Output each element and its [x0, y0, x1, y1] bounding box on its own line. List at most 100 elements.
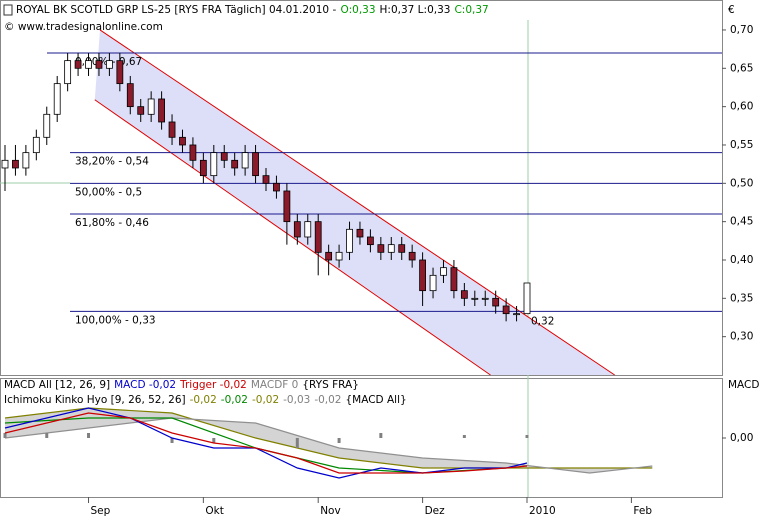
macd-histogram	[170, 438, 174, 443]
candle-body	[199, 159, 207, 177]
legend-part: -0,02	[190, 394, 217, 406]
legend-part: MACD All [12, 26, 9]	[4, 379, 110, 391]
candle-body	[189, 144, 197, 161]
candle-body	[460, 290, 468, 299]
candle-body	[74, 60, 82, 69]
header-part: H:0,37 L:0,33	[380, 4, 451, 16]
header-part: ROYAL BK SCOTLD GRP LS-25 [RYS FRA Tägli…	[16, 4, 337, 16]
price-label: 0,32	[531, 315, 554, 327]
candle-body	[32, 136, 40, 154]
y-tick-label: 0,65	[730, 62, 753, 74]
candle-body	[158, 98, 166, 123]
candle-body	[43, 113, 51, 138]
candle-body	[450, 267, 458, 292]
macd-histogram	[212, 438, 216, 443]
legend-part: {MACD All}	[345, 394, 406, 406]
y-tick-label: 0,55	[730, 139, 753, 151]
legend-part: -0,02	[221, 394, 248, 406]
candle-body	[408, 251, 416, 261]
channel-area	[94, 29, 615, 376]
candle-body	[283, 190, 291, 223]
y-tick-label: 0,35	[730, 292, 753, 304]
y-tick-label: 0,30	[730, 331, 753, 343]
legend-part: {RYS FRA}	[302, 379, 359, 391]
x-tick-label: Sep	[91, 505, 111, 517]
candle-body	[346, 228, 353, 253]
y-tick-label: 0,60	[730, 101, 753, 113]
ichimoku-span-a	[4, 407, 653, 469]
legend-part: MACDF 0	[251, 379, 299, 391]
candle-body	[304, 221, 312, 238]
fib-label: 38,20% - 0,54	[75, 156, 149, 168]
y-tick-label: 0,70	[730, 24, 753, 36]
candle-body	[168, 121, 176, 138]
candle-body	[293, 221, 301, 238]
candle-body	[419, 259, 427, 292]
macd-histogram	[295, 438, 299, 448]
y-tick-label: 0,45	[730, 216, 753, 228]
legend-part: -0,02	[252, 394, 279, 406]
candle-body	[471, 297, 479, 300]
candle-body	[513, 313, 520, 316]
candle-body	[523, 282, 531, 315]
macd-line	[4, 412, 528, 474]
fib-label: 50,00% - 0,5	[75, 186, 142, 198]
header-text: ROYAL BK SCOTLD GRP LS-25 [RYS FRA Tägli…	[16, 4, 489, 16]
candle-body	[220, 152, 228, 161]
macd-histogram	[3, 433, 7, 438]
macd-histogram	[337, 438, 341, 443]
legend-part: -0,03	[283, 394, 310, 406]
candle-body	[126, 83, 134, 108]
candle-body	[377, 244, 385, 253]
candle-body	[387, 244, 395, 253]
unit-label: €	[728, 4, 735, 16]
candle-body	[429, 274, 437, 292]
macd-line	[4, 407, 528, 479]
macd-histogram	[45, 433, 49, 438]
candle-body	[106, 60, 113, 69]
x-tick-label: Okt	[205, 505, 223, 517]
candle-body	[147, 98, 155, 115]
candle-body	[95, 60, 103, 69]
candle-body	[64, 60, 72, 85]
x-tick-label: Feb	[633, 505, 652, 517]
candle-body	[85, 60, 92, 69]
macd-histogram	[87, 433, 91, 438]
channel-line	[99, 29, 615, 376]
candle-body	[481, 297, 489, 300]
channel-line	[94, 99, 491, 376]
candle-body	[398, 244, 406, 253]
x-tick-label: Dez	[425, 505, 446, 517]
candle-body	[22, 152, 30, 169]
macd-histogram	[462, 435, 466, 438]
fib-label: 61,80% - 0,46	[75, 217, 149, 229]
candle-body	[335, 251, 343, 261]
candle-body	[325, 251, 333, 261]
subtitle: © www.tradesignalonline.com	[4, 21, 163, 33]
x-tick-label: Nov	[320, 505, 341, 517]
ichimoku-cloud	[5, 408, 653, 473]
candle-body	[492, 297, 500, 307]
y-tick-label: 0,00	[730, 432, 753, 444]
header-part: O:0,33	[341, 4, 376, 16]
candle-body	[314, 221, 322, 253]
y-tick-label: 0,50	[730, 177, 753, 189]
legend-row: MACD All [12, 26, 9] MACD -0,02 Trigger -0…	[4, 379, 359, 391]
legend-part: MACD -0,02	[114, 379, 176, 391]
candle-body	[179, 136, 186, 146]
candle-body	[231, 159, 239, 169]
candle-body	[1, 159, 9, 169]
legend-part: Trigger -0,02	[179, 379, 247, 391]
macd-histogram	[525, 435, 529, 438]
y-tick-label: 0,40	[730, 254, 753, 266]
legend-part: -0,02	[314, 394, 341, 406]
y-axis-label: MACD	[728, 379, 759, 391]
candle-body	[210, 152, 218, 177]
legend-row: Ichimoku Kinko Hyo [9, 26, 52, 26] -0,02-…	[4, 394, 407, 406]
x-tick-label: 2010	[529, 505, 556, 517]
candle-body	[116, 60, 124, 85]
macd-panel	[0, 378, 723, 498]
header-part: C:0,37	[454, 4, 488, 16]
